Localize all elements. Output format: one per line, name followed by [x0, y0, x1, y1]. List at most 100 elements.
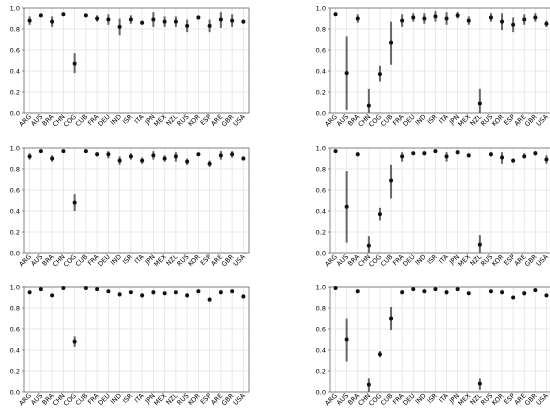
data-point-gbr — [533, 288, 538, 293]
y-tick-label: 0.2 — [316, 367, 326, 375]
plot-frame — [329, 286, 550, 393]
data-point-nzl — [173, 19, 178, 24]
y-tick-label: 0.4 — [316, 346, 326, 354]
data-point-cub — [83, 286, 88, 291]
data-point-cog — [377, 72, 382, 77]
data-point-arg — [27, 290, 32, 295]
data-point-cog — [377, 212, 382, 217]
y-tick-label: 1.0 — [316, 4, 326, 12]
data-point-kor — [500, 155, 505, 160]
y-tick-label: 0.6 — [316, 325, 326, 333]
data-point-jpn — [151, 17, 156, 22]
chart-panel-4: 0.00.20.40.60.81.0ARGAUSBRACHNCOGCUBFRAD… — [316, 144, 550, 269]
data-point-usa — [544, 21, 549, 26]
y-tick-label: 0.6 — [10, 46, 20, 54]
data-point-aus — [38, 149, 43, 154]
data-point-bra — [50, 156, 55, 161]
data-point-aus — [38, 287, 43, 292]
data-point-mex — [162, 156, 167, 161]
x-tick-label: USA — [232, 391, 248, 407]
data-point-ita — [444, 154, 449, 159]
y-tick-label: 0.6 — [10, 325, 20, 333]
data-point-arg — [27, 18, 32, 23]
data-point-are — [522, 17, 527, 22]
data-point-isr — [128, 17, 133, 22]
data-point-fra — [400, 154, 405, 159]
data-point-arg — [27, 154, 32, 159]
data-point-ind — [422, 289, 427, 294]
data-point-fra — [400, 18, 405, 23]
y-tick-label: 0.6 — [316, 46, 326, 54]
data-point-deu — [106, 152, 111, 157]
x-tick-label: USA — [232, 112, 248, 128]
data-point-deu — [411, 287, 416, 292]
data-point-aus — [344, 204, 349, 209]
data-point-gbr — [230, 18, 235, 23]
data-point-esp — [207, 161, 212, 166]
data-point-ind — [117, 292, 122, 297]
data-point-fra — [95, 287, 100, 292]
data-point-rus — [488, 15, 493, 20]
y-tick-label: 0.2 — [10, 367, 20, 375]
y-tick-label: 0.0 — [10, 109, 20, 117]
chart-panel-6: 0.00.20.40.60.81.0ARGAUSBRACHNCOGCUBFRAD… — [316, 283, 550, 408]
y-tick-label: 0.6 — [10, 186, 20, 194]
data-point-jpn — [151, 153, 156, 158]
y-tick-label: 0.6 — [316, 186, 326, 194]
y-tick-label: 0.8 — [316, 25, 326, 33]
data-point-nzl — [477, 381, 482, 386]
data-point-usa — [241, 19, 246, 24]
data-point-fra — [95, 16, 100, 21]
x-tick-label: USA — [535, 391, 550, 407]
y-tick-label: 0.8 — [10, 25, 20, 33]
data-point-ind — [117, 24, 122, 29]
data-point-isr — [433, 14, 438, 19]
data-point-gbr — [533, 151, 538, 156]
data-point-chn — [61, 149, 66, 154]
y-tick-label: 0.4 — [10, 207, 20, 215]
data-point-kor — [500, 290, 505, 295]
plot-frame — [329, 7, 550, 114]
y-tick-label: 0.0 — [316, 388, 326, 396]
data-point-chn — [366, 382, 371, 387]
chart-panel-1: 0.00.20.40.60.81.0ARGAUSBRACHNCOGCUBFRAD… — [10, 4, 250, 129]
y-tick-label: 0.4 — [10, 346, 20, 354]
data-point-are — [218, 153, 223, 158]
data-point-rus — [185, 23, 190, 28]
data-point-chn — [61, 286, 66, 291]
data-point-ita — [140, 158, 145, 163]
data-point-ind — [422, 16, 427, 21]
data-point-esp — [207, 297, 212, 302]
data-point-mex — [466, 153, 471, 158]
data-point-mex — [466, 18, 471, 23]
y-tick-label: 1.0 — [10, 283, 20, 291]
data-point-chn — [61, 12, 66, 17]
data-point-nzl — [477, 242, 482, 247]
y-tick-label: 0.0 — [10, 249, 20, 257]
data-point-ind — [422, 151, 427, 156]
data-point-cub — [389, 178, 394, 183]
data-point-mex — [162, 291, 167, 296]
data-point-cub — [389, 40, 394, 45]
chart-panel-3: 0.00.20.40.60.81.0ARGAUSBRACHNCOGCUBFRAD… — [10, 144, 250, 269]
data-point-mex — [466, 291, 471, 296]
x-tick-label: USA — [232, 252, 248, 268]
data-point-cub — [83, 149, 88, 154]
y-tick-label: 0.0 — [316, 109, 326, 117]
data-point-deu — [411, 15, 416, 20]
data-point-deu — [106, 17, 111, 22]
data-point-bra — [355, 152, 360, 157]
data-point-cog — [72, 200, 77, 205]
y-tick-label: 0.8 — [10, 165, 20, 173]
data-point-cog — [377, 352, 382, 357]
data-point-arg — [333, 286, 338, 291]
data-point-nzl — [173, 154, 178, 159]
data-point-nzl — [173, 290, 178, 295]
data-point-isr — [433, 149, 438, 154]
data-point-kor — [500, 19, 505, 24]
data-point-gbr — [230, 152, 235, 157]
plot-frame — [23, 286, 250, 393]
data-point-are — [522, 154, 527, 159]
data-point-ita — [140, 20, 145, 25]
data-point-cog — [72, 61, 77, 66]
